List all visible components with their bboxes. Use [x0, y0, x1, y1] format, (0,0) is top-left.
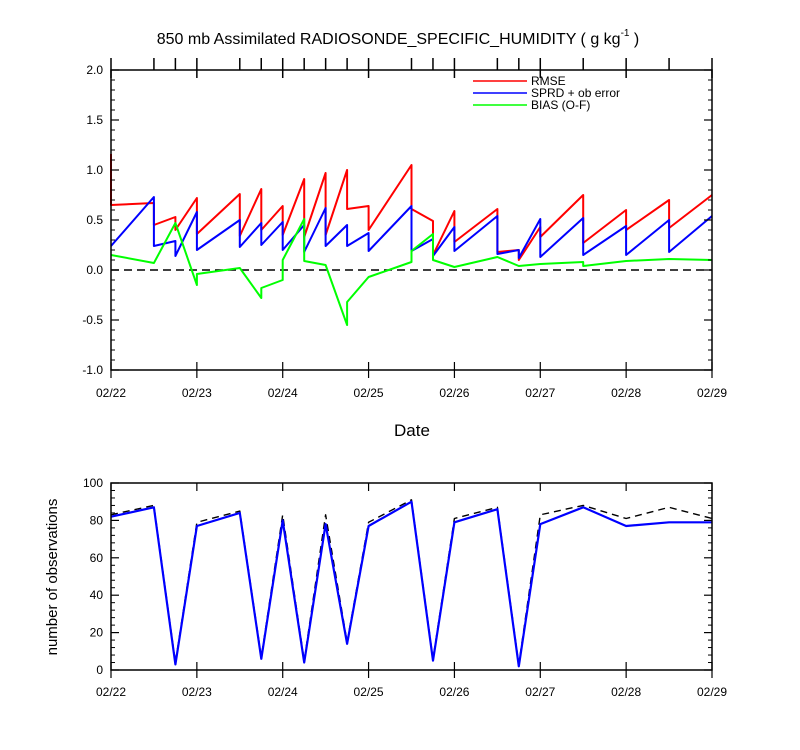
y-axis-label: number of observations	[44, 499, 61, 656]
x-tick-label: 02/25	[354, 685, 384, 699]
x-tick-label: 02/29	[697, 685, 727, 699]
series-line-total	[110, 499, 713, 666]
x-tick-label: 02/26	[439, 685, 469, 699]
y-tick-label: 0.5	[86, 213, 103, 227]
humidity-plot: -1.0 -0.5 0.0 0.5 1.0 1.5 2.0 02/22 02/23 02/24 02…	[82, 58, 727, 400]
y-tick-label: 100	[83, 476, 103, 490]
y-tick-label: 0.0	[86, 263, 103, 277]
plot-frame	[110, 482, 713, 671]
y-tick-label: 1.5	[86, 113, 103, 127]
legend-label-sprd-ob-error: SPRD + ob error	[531, 86, 620, 100]
y-tick-label: 1.0	[86, 163, 103, 177]
x-tick-label: 02/22	[96, 685, 126, 699]
x-tick-label: 02/26	[439, 386, 469, 400]
x-tick-label: 02/28	[611, 685, 641, 699]
y-tick-label: -0.5	[82, 313, 103, 327]
x-tick-label: 02/22	[96, 386, 126, 400]
x-tick-label: 02/29	[697, 386, 727, 400]
x-tick-label: 02/28	[611, 386, 641, 400]
series-line-sprd-ob-error	[110, 196, 713, 259]
legend-label-bias-o-f: BIAS (O-F)	[531, 98, 590, 112]
y-tick-label: 60	[90, 551, 104, 565]
chart-title: 850 mb Assimilated RADIOSONDE_SPECIFIC_H…	[157, 28, 640, 48]
x-tick-label: 02/23	[182, 386, 212, 400]
legend-label-rmse: RMSE	[531, 74, 566, 88]
x-tick-label: 02/27	[525, 386, 555, 400]
x-tick-label: 02/24	[268, 386, 298, 400]
x-tick-label: 02/23	[182, 685, 212, 699]
y-tick-label: 40	[90, 588, 104, 602]
x-axis-label: Date	[394, 421, 430, 440]
x-tick-label: 02/27	[525, 685, 555, 699]
y-tick-label: 0	[96, 663, 103, 677]
series-line-bias-o-f	[110, 218, 713, 326]
observations-plot: 0 20 40 60 80 100 02/22 02/23 02/24 02/25 02/26 02/…	[83, 476, 727, 699]
x-tick-label: 02/25	[354, 386, 384, 400]
y-tick-label: 20	[90, 626, 104, 640]
y-tick-label: 80	[90, 513, 104, 527]
x-tick-label: 02/24	[268, 685, 298, 699]
y-tick-label: 2.0	[86, 63, 103, 77]
series-line-assimilated	[110, 500, 712, 668]
y-tick-label: -1.0	[82, 363, 103, 377]
